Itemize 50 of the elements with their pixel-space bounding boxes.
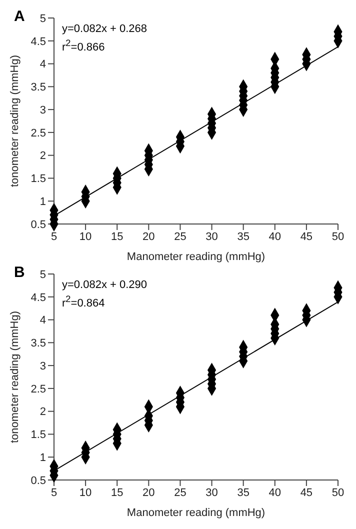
x-tick-label: 40 [268, 230, 282, 243]
x-tick-label: 50 [332, 486, 344, 499]
x-tick-label: 40 [268, 486, 282, 499]
y-tick-label: 2 [40, 406, 46, 418]
annotation: y=0.082x + 0.290 [62, 278, 148, 292]
y-tick-label: 1 [40, 196, 46, 208]
x-tick-label: 35 [237, 230, 250, 243]
y-tick-label: 5 [40, 268, 46, 281]
annotation: r$^{2}$=0.866 [62, 37, 106, 55]
chart-title: B [14, 264, 25, 281]
x-tick-label: 25 [174, 486, 186, 499]
y-tick-label: 1.5 [30, 173, 46, 186]
y-tick-label: 1 [40, 452, 46, 464]
y-tick-label: 0.5 [30, 218, 46, 231]
annotation: r$^{2}$=0.864 [62, 293, 106, 311]
x-tick-label: 25 [174, 230, 186, 243]
y-tick-label: 2 [40, 150, 46, 162]
y-tick-label: 4 [40, 314, 46, 327]
y-tick-label: 3 [40, 360, 46, 372]
x-tick-label: 15 [110, 230, 124, 243]
x-tick-label: 50 [332, 230, 344, 243]
y-tick-label: 4.5 [30, 36, 46, 48]
x-tick-label: 35 [237, 486, 250, 499]
y-tick-label: 3 [40, 104, 46, 116]
x-tick-label: 10 [79, 230, 92, 243]
chart-title: A [14, 8, 25, 25]
y-tick-label: 4 [40, 58, 46, 71]
y-axis-title: tonometer reading (mmHg) [8, 310, 21, 444]
y-tick-label: 1.5 [30, 429, 46, 442]
x-tick-label: 30 [206, 486, 218, 499]
x-tick-label: 5 [50, 230, 58, 243]
y-tick-label: 0.5 [30, 474, 46, 487]
y-tick-label: 3.5 [30, 338, 46, 350]
x-tick-label: 20 [142, 486, 155, 499]
x-tick-label: 5 [50, 486, 58, 499]
x-tick-label: 15 [110, 486, 124, 499]
x-tick-label: 45 [300, 230, 313, 243]
y-tick-label: 2.5 [30, 127, 46, 140]
y-tick-label: 2.5 [30, 383, 46, 396]
x-tick-label: 45 [300, 486, 313, 499]
annotation: y=0.082x + 0.268 [62, 22, 148, 36]
x-tick-label: 30 [206, 230, 218, 243]
x-tick-label: 20 [142, 230, 155, 243]
x-tick-label: 10 [79, 486, 92, 499]
y-tick-label: 3.5 [30, 82, 46, 94]
y-tick-label: 5 [40, 12, 46, 25]
y-tick-label: 4.5 [30, 292, 46, 304]
x-axis-title: Manometer reading (mmHg) [126, 507, 266, 519]
x-axis-title: Manometer reading (mmHg) [126, 251, 266, 263]
y-axis-title: tonometer reading (mmHg) [8, 54, 21, 188]
